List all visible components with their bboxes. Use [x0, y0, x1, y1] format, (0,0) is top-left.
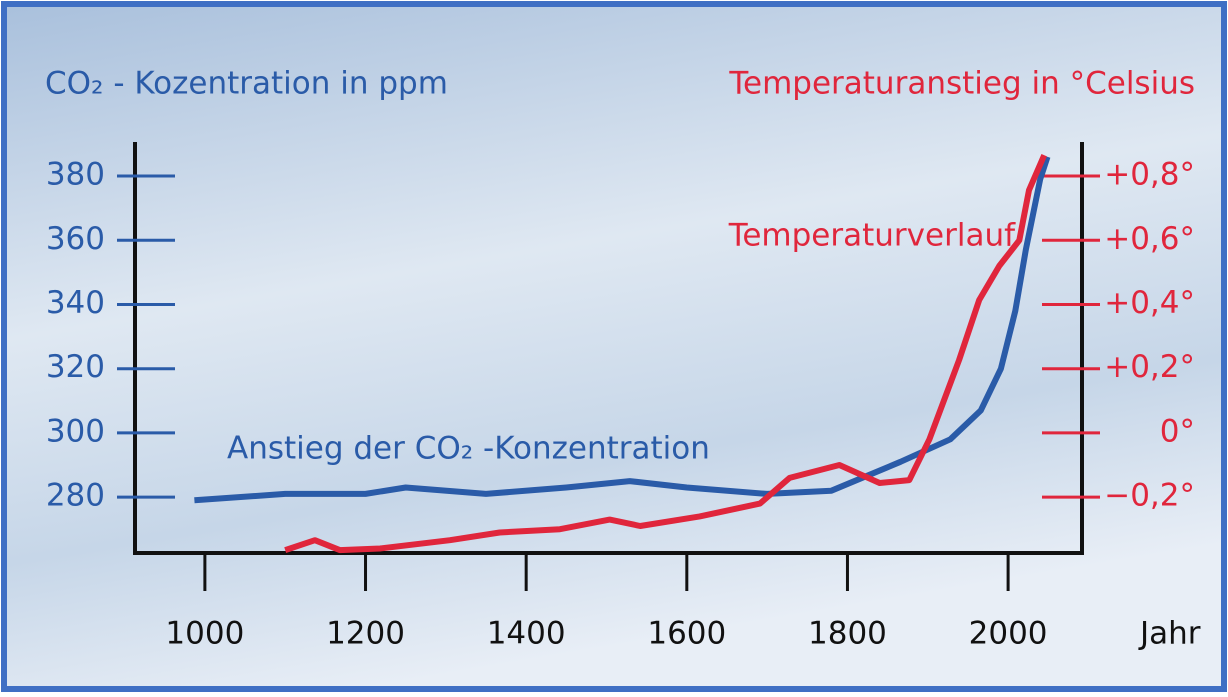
y-tick-label: 320 — [46, 349, 105, 385]
chart: CO₂ - Kozentration in ppm Temperaturanst… — [0, 0, 1228, 693]
x-tick-label: 1400 — [487, 616, 566, 652]
x-tick-label: 1800 — [808, 616, 887, 652]
y2-tick-label: −0,2° — [1104, 478, 1195, 514]
y-tick-label: 380 — [46, 157, 105, 193]
y-tick-label: 360 — [46, 221, 105, 257]
x-tick-label: 2000 — [969, 616, 1048, 652]
y2-tick-label: +0,8° — [1104, 157, 1195, 193]
y-tick-label: 300 — [46, 413, 105, 449]
y2-tick-label: +0,6° — [1104, 221, 1195, 257]
y-tick-label: 340 — [46, 285, 105, 321]
y2-tick-label: 0° — [1160, 413, 1195, 449]
y2-axis-title: Temperaturanstieg in °Celsius — [728, 66, 1195, 102]
x-axis-title: Jahr — [1138, 616, 1201, 652]
y-tick-label: 280 — [46, 478, 105, 514]
y-axis-title: CO₂ - Kozentration in ppm — [45, 66, 448, 102]
x-tick-label: 1200 — [326, 616, 405, 652]
series-label: Anstieg der CO₂ -Konzentration — [227, 431, 710, 467]
y2-tick-label: +0,4° — [1104, 285, 1195, 321]
series-label: Temperaturverlauf — [728, 218, 1016, 254]
x-tick-label: 1600 — [647, 616, 726, 652]
y2-tick-label: +0,2° — [1104, 349, 1195, 385]
background — [4, 4, 1224, 689]
x-tick-label: 1000 — [165, 616, 244, 652]
